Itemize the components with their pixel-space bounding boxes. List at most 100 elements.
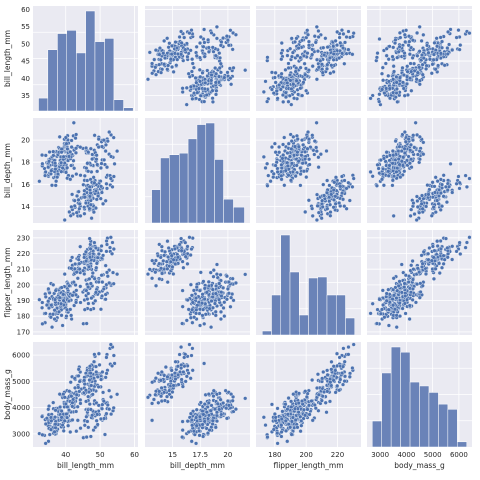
scatter-point — [266, 173, 271, 178]
scatter-point — [103, 198, 108, 203]
scatter-point — [109, 412, 114, 417]
scatter-point — [153, 48, 158, 53]
scatter-point — [269, 70, 275, 75]
scatter-point — [407, 161, 412, 166]
histogram-bar — [345, 317, 355, 336]
scatter-point — [37, 179, 42, 184]
scatter-point — [186, 429, 191, 435]
scatter-point — [172, 371, 177, 376]
scatter-point — [74, 210, 79, 215]
scatter-point — [173, 261, 178, 267]
scatter-point — [406, 43, 411, 48]
scatter-point — [219, 412, 224, 417]
scatter-point — [84, 414, 89, 419]
scatter-point — [377, 92, 382, 97]
scatter-point — [448, 161, 453, 166]
scatter-point — [448, 27, 453, 32]
scatter-point — [436, 193, 442, 199]
scatter-point — [194, 284, 199, 290]
scatter-point — [406, 154, 411, 159]
scatter-point — [337, 200, 342, 206]
scatter-point — [417, 210, 422, 215]
scatter-point — [52, 161, 58, 166]
scatter-point — [350, 184, 355, 189]
scatter-point — [197, 433, 202, 438]
scatter-point — [158, 394, 164, 399]
scatter-point — [379, 307, 385, 312]
scatter-point — [109, 154, 114, 159]
scatter-point — [386, 57, 391, 62]
scatter-point — [274, 88, 279, 94]
scatter-point — [409, 157, 414, 162]
histogram-bar — [151, 189, 161, 224]
scatter-point — [98, 196, 103, 201]
scatter-point — [217, 74, 222, 79]
scatter-point — [145, 77, 151, 82]
scatter-point — [173, 376, 178, 382]
scatter-point — [66, 408, 72, 413]
scatter-point — [213, 80, 218, 85]
scatter-point — [289, 54, 295, 59]
scatter-point — [175, 255, 181, 260]
histogram-bar — [76, 52, 86, 112]
scatter-point — [108, 394, 114, 399]
scatter-point — [213, 65, 218, 71]
histogram-bar — [47, 49, 58, 112]
scatter-point — [145, 395, 151, 400]
scatter-point — [88, 371, 93, 376]
scatter-point — [323, 400, 328, 405]
scatter-point — [289, 102, 294, 107]
scatter-point — [275, 169, 280, 175]
scatter-point — [331, 378, 336, 383]
scatter-point — [69, 204, 74, 210]
scatter-point — [73, 261, 78, 267]
scatter-point — [92, 133, 97, 138]
scatter-point — [52, 316, 57, 322]
scatter-point — [94, 157, 99, 162]
scatter-point — [103, 375, 108, 380]
scatter-point — [316, 165, 321, 170]
scatter-point — [82, 205, 87, 210]
scatter-point — [401, 270, 406, 275]
scatter-point — [316, 408, 321, 413]
y-tick-label: 230 — [17, 234, 30, 242]
scatter-point — [171, 383, 176, 388]
scatter-point — [292, 406, 298, 411]
scatter-point — [400, 306, 405, 311]
scatter-point — [392, 307, 398, 312]
scatter-point — [273, 80, 278, 85]
scatter-point — [192, 315, 197, 320]
scatter-point — [158, 255, 163, 260]
scatter-point — [66, 298, 72, 304]
scatter-point — [298, 65, 303, 70]
scatter-point — [93, 290, 98, 295]
scatter-point — [86, 301, 91, 306]
scatter-point — [94, 153, 99, 158]
scatter-point — [402, 32, 407, 37]
scatter-point — [332, 180, 337, 185]
x-tick-label: 60 — [130, 451, 139, 459]
scatter-point — [218, 397, 223, 402]
scatter-point — [340, 191, 345, 196]
scatter-point — [198, 74, 203, 79]
scatter-point — [431, 57, 436, 62]
scatter-point — [397, 301, 402, 306]
scatter-point — [432, 184, 437, 189]
scatter-point — [83, 249, 89, 254]
scatter-point — [395, 55, 400, 60]
scatter-point — [312, 139, 317, 144]
scatter-point — [233, 407, 238, 412]
scatter-point — [292, 39, 298, 45]
scatter-point — [69, 144, 74, 150]
scatter-point — [62, 272, 67, 277]
scatter-point — [420, 72, 425, 77]
scatter-point — [384, 86, 389, 91]
scatter-point — [82, 255, 87, 260]
scatter-point — [77, 266, 82, 272]
scatter-point — [269, 87, 275, 92]
scatter-point — [279, 71, 284, 76]
scatter-point — [277, 82, 282, 88]
scatter-point — [407, 316, 412, 322]
scatter-point — [430, 180, 435, 185]
scatter-point — [346, 180, 351, 185]
